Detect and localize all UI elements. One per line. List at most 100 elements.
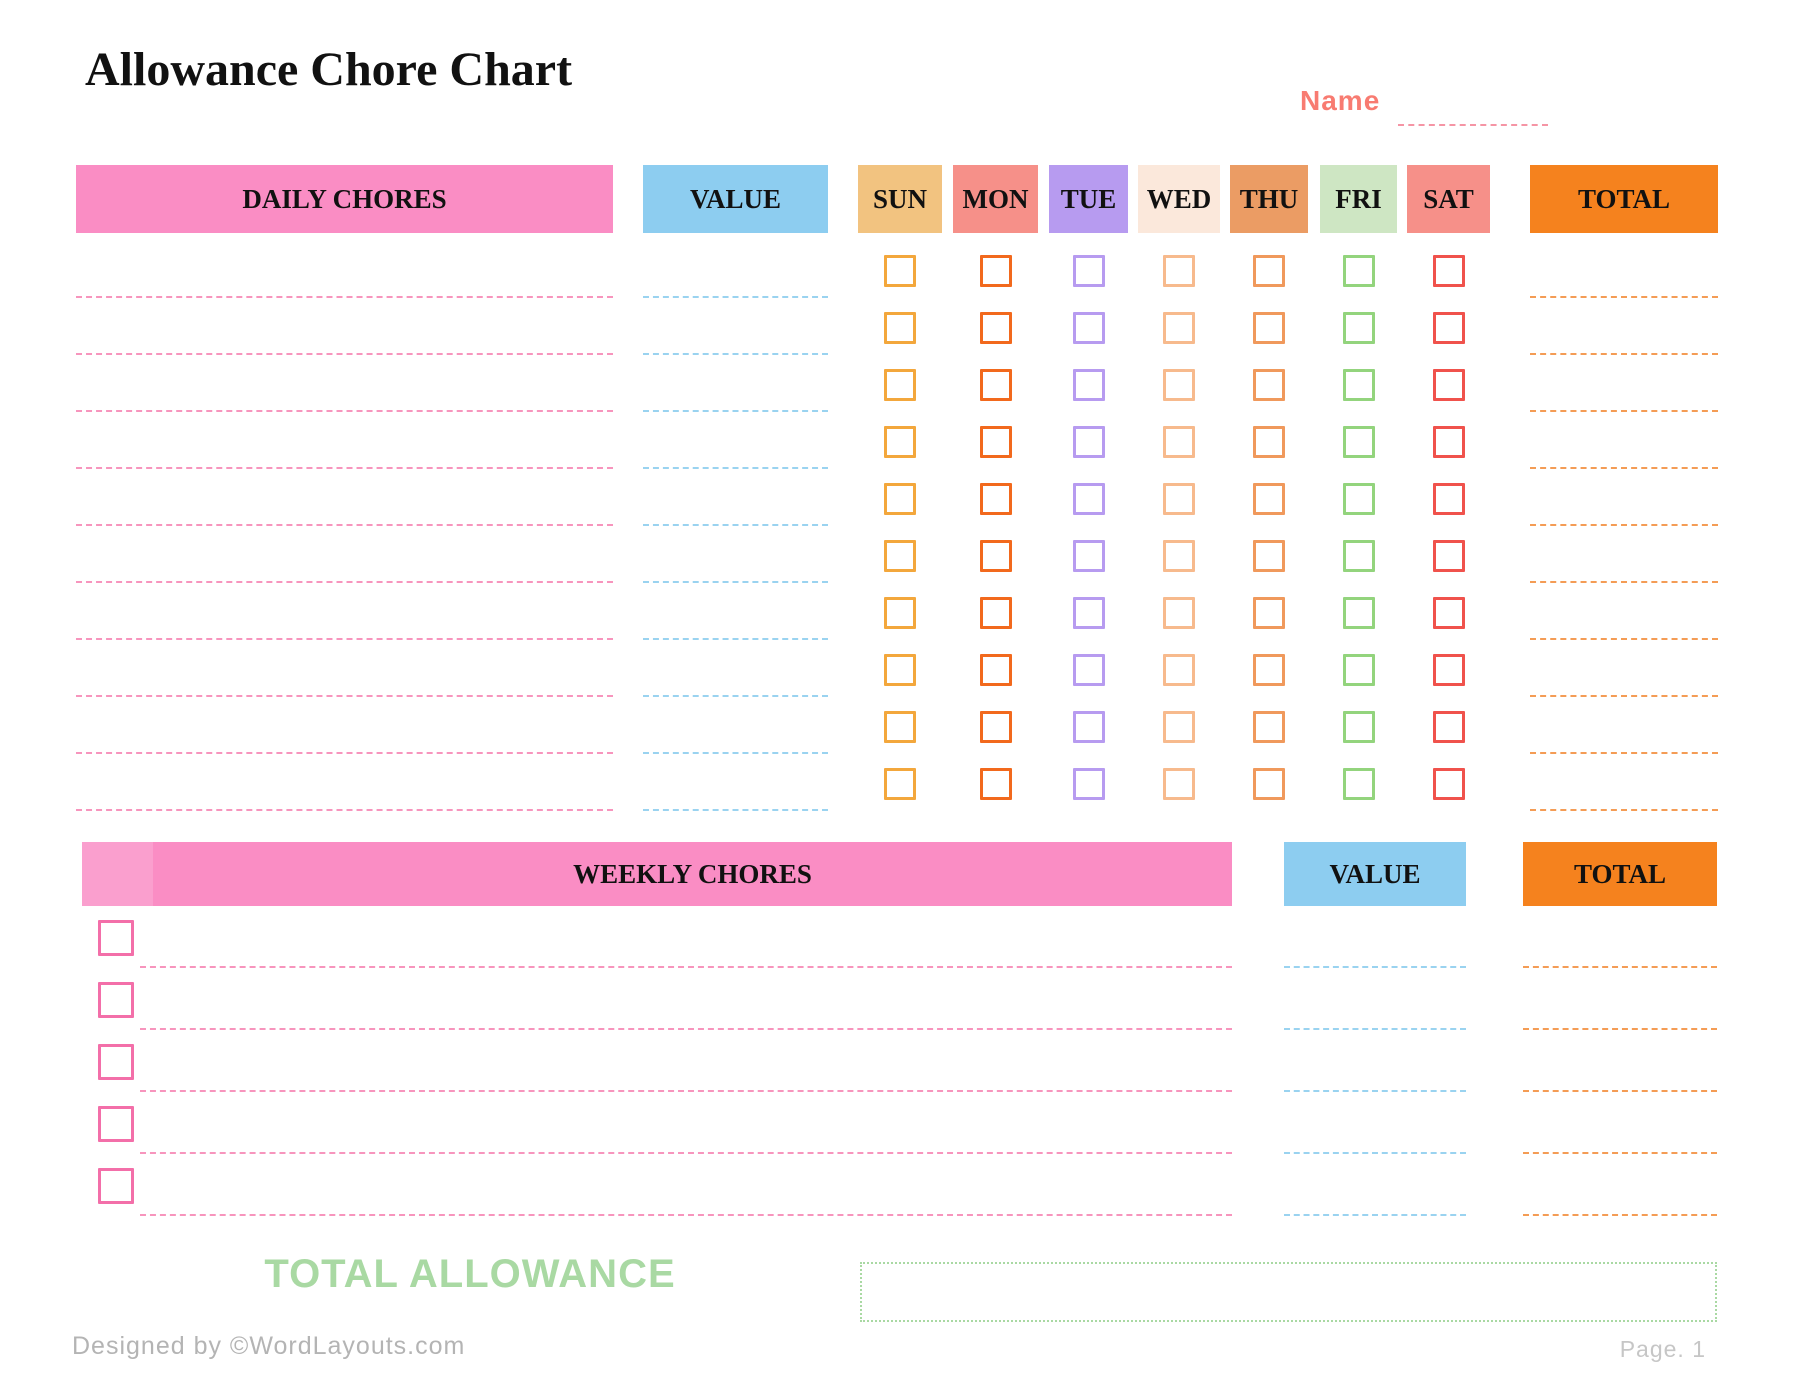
weekly-checkbox[interactable] bbox=[98, 1106, 134, 1142]
checkbox-sat[interactable] bbox=[1433, 654, 1465, 686]
checkbox-mon[interactable] bbox=[980, 312, 1012, 344]
weekly-checkbox[interactable] bbox=[98, 920, 134, 956]
checkbox-mon[interactable] bbox=[980, 654, 1012, 686]
weekly-chore-line[interactable] bbox=[140, 1214, 1232, 1216]
weekly-value-line[interactable] bbox=[1284, 1090, 1466, 1092]
checkbox-thu[interactable] bbox=[1253, 597, 1285, 629]
weekly-value-line[interactable] bbox=[1284, 1214, 1466, 1216]
checkbox-tue[interactable] bbox=[1073, 540, 1105, 572]
weekly-checkbox[interactable] bbox=[98, 1044, 134, 1080]
daily-value-line[interactable] bbox=[643, 809, 828, 811]
checkbox-fri[interactable] bbox=[1343, 654, 1375, 686]
weekly-total-line[interactable] bbox=[1523, 1090, 1717, 1092]
daily-chore-line[interactable] bbox=[76, 638, 613, 640]
checkbox-fri[interactable] bbox=[1343, 255, 1375, 287]
daily-total-line[interactable] bbox=[1530, 752, 1718, 754]
checkbox-tue[interactable] bbox=[1073, 711, 1105, 743]
checkbox-mon[interactable] bbox=[980, 426, 1012, 458]
daily-value-line[interactable] bbox=[643, 524, 828, 526]
checkbox-thu[interactable] bbox=[1253, 426, 1285, 458]
daily-chore-line[interactable] bbox=[76, 467, 613, 469]
daily-value-line[interactable] bbox=[643, 638, 828, 640]
checkbox-tue[interactable] bbox=[1073, 654, 1105, 686]
daily-value-line[interactable] bbox=[643, 752, 828, 754]
checkbox-sun[interactable] bbox=[884, 597, 916, 629]
daily-total-line[interactable] bbox=[1530, 581, 1718, 583]
checkbox-sat[interactable] bbox=[1433, 540, 1465, 572]
checkbox-sun[interactable] bbox=[884, 654, 916, 686]
weekly-checkbox[interactable] bbox=[98, 1168, 134, 1204]
daily-chore-line[interactable] bbox=[76, 752, 613, 754]
checkbox-sun[interactable] bbox=[884, 483, 916, 515]
daily-chore-line[interactable] bbox=[76, 524, 613, 526]
checkbox-sat[interactable] bbox=[1433, 312, 1465, 344]
weekly-chore-line[interactable] bbox=[140, 1028, 1232, 1030]
daily-total-line[interactable] bbox=[1530, 353, 1718, 355]
daily-value-line[interactable] bbox=[643, 410, 828, 412]
checkbox-tue[interactable] bbox=[1073, 426, 1105, 458]
checkbox-sat[interactable] bbox=[1433, 768, 1465, 800]
weekly-value-line[interactable] bbox=[1284, 1028, 1466, 1030]
daily-total-line[interactable] bbox=[1530, 296, 1718, 298]
checkbox-sun[interactable] bbox=[884, 312, 916, 344]
checkbox-fri[interactable] bbox=[1343, 711, 1375, 743]
checkbox-tue[interactable] bbox=[1073, 768, 1105, 800]
daily-value-line[interactable] bbox=[643, 353, 828, 355]
checkbox-mon[interactable] bbox=[980, 255, 1012, 287]
weekly-total-line[interactable] bbox=[1523, 1028, 1717, 1030]
checkbox-tue[interactable] bbox=[1073, 369, 1105, 401]
checkbox-tue[interactable] bbox=[1073, 597, 1105, 629]
checkbox-wed[interactable] bbox=[1163, 426, 1195, 458]
checkbox-mon[interactable] bbox=[980, 540, 1012, 572]
checkbox-thu[interactable] bbox=[1253, 255, 1285, 287]
weekly-value-line[interactable] bbox=[1284, 966, 1466, 968]
checkbox-tue[interactable] bbox=[1073, 312, 1105, 344]
checkbox-wed[interactable] bbox=[1163, 540, 1195, 572]
checkbox-fri[interactable] bbox=[1343, 540, 1375, 572]
checkbox-sat[interactable] bbox=[1433, 483, 1465, 515]
checkbox-sat[interactable] bbox=[1433, 597, 1465, 629]
weekly-total-line[interactable] bbox=[1523, 1152, 1717, 1154]
checkbox-sun[interactable] bbox=[884, 540, 916, 572]
daily-total-line[interactable] bbox=[1530, 467, 1718, 469]
checkbox-wed[interactable] bbox=[1163, 483, 1195, 515]
daily-total-line[interactable] bbox=[1530, 695, 1718, 697]
checkbox-thu[interactable] bbox=[1253, 483, 1285, 515]
checkbox-mon[interactable] bbox=[980, 768, 1012, 800]
checkbox-thu[interactable] bbox=[1253, 711, 1285, 743]
checkbox-sat[interactable] bbox=[1433, 711, 1465, 743]
daily-value-line[interactable] bbox=[643, 581, 828, 583]
checkbox-sat[interactable] bbox=[1433, 426, 1465, 458]
checkbox-thu[interactable] bbox=[1253, 369, 1285, 401]
daily-chore-line[interactable] bbox=[76, 296, 613, 298]
daily-total-line[interactable] bbox=[1530, 809, 1718, 811]
checkbox-sun[interactable] bbox=[884, 369, 916, 401]
checkbox-fri[interactable] bbox=[1343, 768, 1375, 800]
checkbox-wed[interactable] bbox=[1163, 255, 1195, 287]
checkbox-wed[interactable] bbox=[1163, 768, 1195, 800]
checkbox-sat[interactable] bbox=[1433, 255, 1465, 287]
weekly-total-line[interactable] bbox=[1523, 1214, 1717, 1216]
checkbox-mon[interactable] bbox=[980, 483, 1012, 515]
daily-chore-line[interactable] bbox=[76, 695, 613, 697]
checkbox-mon[interactable] bbox=[980, 597, 1012, 629]
checkbox-thu[interactable] bbox=[1253, 654, 1285, 686]
checkbox-fri[interactable] bbox=[1343, 483, 1375, 515]
total-allowance-input-box[interactable] bbox=[860, 1262, 1717, 1322]
weekly-chore-line[interactable] bbox=[140, 966, 1232, 968]
daily-chore-line[interactable] bbox=[76, 410, 613, 412]
checkbox-wed[interactable] bbox=[1163, 369, 1195, 401]
checkbox-sun[interactable] bbox=[884, 768, 916, 800]
daily-total-line[interactable] bbox=[1530, 524, 1718, 526]
daily-value-line[interactable] bbox=[643, 695, 828, 697]
checkbox-tue[interactable] bbox=[1073, 255, 1105, 287]
daily-value-line[interactable] bbox=[643, 467, 828, 469]
daily-chore-line[interactable] bbox=[76, 353, 613, 355]
checkbox-wed[interactable] bbox=[1163, 711, 1195, 743]
checkbox-sun[interactable] bbox=[884, 255, 916, 287]
checkbox-wed[interactable] bbox=[1163, 312, 1195, 344]
checkbox-mon[interactable] bbox=[980, 369, 1012, 401]
checkbox-thu[interactable] bbox=[1253, 312, 1285, 344]
checkbox-tue[interactable] bbox=[1073, 483, 1105, 515]
weekly-chore-line[interactable] bbox=[140, 1152, 1232, 1154]
